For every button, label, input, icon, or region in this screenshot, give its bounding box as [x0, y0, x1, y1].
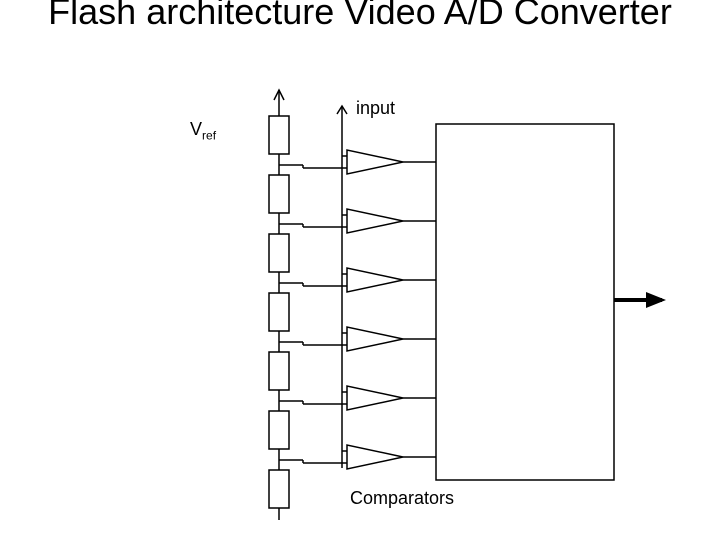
flash-adc-diagram: [0, 0, 720, 540]
